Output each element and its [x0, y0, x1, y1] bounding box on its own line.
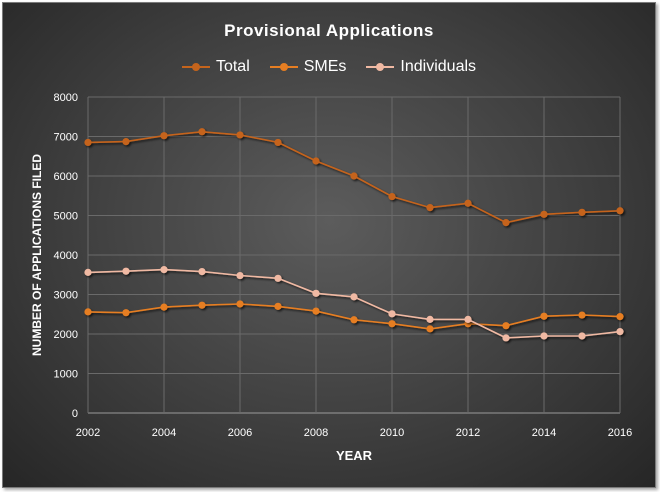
- data-point-individuals: [388, 310, 396, 318]
- legend-label-total: Total: [215, 58, 250, 75]
- data-point-total: [578, 208, 586, 216]
- y-tick-label: 4000: [54, 250, 78, 262]
- data-point-smes: [426, 325, 434, 333]
- x-tick-label: 2010: [380, 427, 404, 439]
- series-total: [84, 128, 624, 227]
- y-axis-title: NUMBER OF APPLICATIONS FILED: [30, 154, 44, 356]
- data-point-total: [198, 128, 206, 136]
- x-tick-label: 2012: [456, 427, 480, 439]
- data-point-total: [388, 192, 396, 201]
- data-point-individuals: [160, 266, 168, 274]
- data-point-smes: [160, 303, 168, 311]
- x-tick-label: 2004: [152, 427, 176, 439]
- data-point-individuals: [578, 332, 586, 340]
- data-point-smes: [274, 302, 282, 310]
- y-tick-label: 1000: [54, 369, 78, 381]
- x-tick-label: 2008: [304, 427, 328, 439]
- y-tick-label: 0: [72, 408, 78, 420]
- x-tick-label: 2002: [76, 427, 100, 439]
- chart-legend: Total SMEs Individuals: [3, 58, 655, 76]
- data-point-smes: [578, 311, 586, 319]
- y-tick-label: 6000: [54, 171, 78, 183]
- data-point-individuals: [464, 315, 472, 323]
- data-point-individuals: [426, 315, 434, 323]
- data-point-total: [350, 172, 358, 180]
- data-point-smes: [540, 312, 548, 320]
- legend-label-smes: SMEs: [303, 58, 347, 75]
- legend-marker-individuals: [366, 62, 395, 72]
- chart-title: Provisional Applications: [224, 21, 434, 40]
- data-point-smes: [84, 308, 92, 316]
- data-point-total: [426, 204, 434, 212]
- x-tick-label: 2016: [608, 427, 632, 439]
- y-tick-label: 3000: [54, 290, 78, 302]
- data-point-smes: [122, 309, 130, 317]
- data-point-smes: [388, 320, 396, 328]
- data-point-total: [502, 219, 510, 227]
- legend-label-individuals: Individuals: [400, 58, 477, 75]
- series-smes: [84, 300, 624, 333]
- legend-marker-total: [181, 62, 210, 72]
- x-tick-label: 2006: [228, 427, 252, 439]
- axes: 0 1000 2000 3000 4000 5000 6000 7000 8000 2002 200…: [54, 92, 633, 439]
- data-point-individuals: [84, 268, 92, 276]
- x-tick-label: 2014: [532, 427, 556, 439]
- y-tick-label: 5000: [54, 211, 78, 223]
- data-point-individuals: [350, 293, 358, 301]
- chart-frame: Provisional Applications Total SMEs Indi…: [2, 2, 656, 488]
- data-point-individuals: [122, 267, 130, 275]
- data-point-total: [274, 138, 282, 147]
- series-line-individuals: [87, 268, 621, 339]
- data-point-individuals: [502, 334, 510, 342]
- data-point-individuals: [274, 274, 282, 282]
- data-point-total: [236, 131, 244, 139]
- data-point-total: [464, 199, 472, 207]
- data-point-total: [160, 132, 168, 140]
- y-tick-label: 8000: [54, 92, 78, 104]
- data-point-individuals: [198, 267, 206, 276]
- data-point-total: [84, 138, 92, 147]
- legend-item-smes: SMEs: [269, 58, 347, 76]
- data-point-individuals: [616, 328, 624, 336]
- data-point-smes: [502, 322, 510, 330]
- gridlines: [87, 96, 621, 414]
- legend-item-individuals: Individuals: [366, 58, 476, 76]
- y-tick-label: 7000: [54, 132, 78, 144]
- data-point-individuals: [540, 332, 548, 340]
- data-point-total: [540, 210, 548, 218]
- legend-marker-smes: [269, 62, 298, 72]
- data-point-total: [312, 157, 320, 165]
- data-point-smes: [198, 301, 206, 309]
- data-point-smes: [616, 313, 624, 321]
- data-point-individuals: [236, 271, 244, 280]
- data-point-smes: [350, 316, 358, 324]
- data-point-smes: [236, 300, 244, 308]
- series: [84, 128, 624, 342]
- data-point-smes: [312, 307, 320, 315]
- data-point-individuals: [312, 289, 320, 297]
- data-point-total: [616, 207, 624, 215]
- line-chart: 0 1000 2000 3000 4000 5000 6000 7000 8000 2002 200…: [30, 92, 633, 463]
- data-point-total: [122, 138, 130, 146]
- y-tick-label: 2000: [54, 329, 78, 341]
- x-axis-title: YEAR: [336, 448, 373, 463]
- series-individuals: [84, 266, 624, 342]
- legend-item-total: Total: [181, 58, 250, 76]
